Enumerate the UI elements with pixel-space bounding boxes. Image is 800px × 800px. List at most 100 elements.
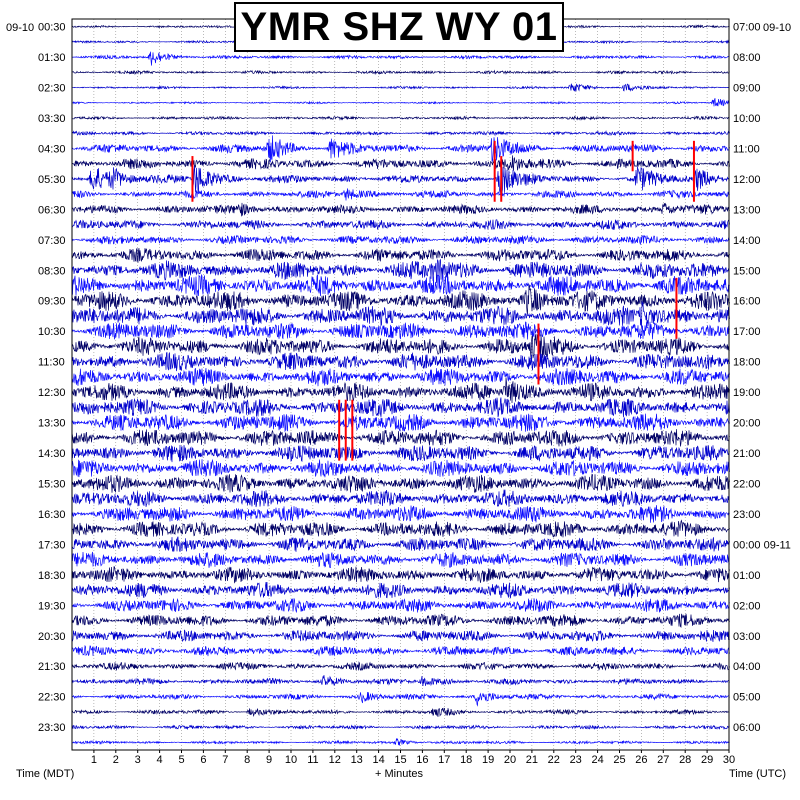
right-time-label: 16:00	[733, 296, 761, 308]
left-time-label: 05:30	[38, 174, 66, 186]
left-time-label: 11:30	[38, 357, 65, 369]
left-time-label: 00:30	[38, 22, 66, 34]
right-time-label: 18:00	[733, 357, 761, 369]
trace-row-6	[72, 115, 730, 121]
left-time-label: 20:30	[38, 631, 66, 643]
trace-row-7	[71, 130, 730, 137]
trace-row-9	[71, 155, 730, 171]
right-time-labels: 07:00 08:00 09:00 10:00 11:00 12:00 13:00 14:00…	[733, 22, 791, 735]
left-time-label: 21:30	[38, 661, 66, 673]
right-time-label: 04:00	[733, 661, 761, 673]
trace-row-26	[71, 413, 730, 433]
x-tick-label: 19	[482, 754, 494, 766]
left-time-label: 01:30	[38, 52, 66, 64]
right-time-label: 07:00	[733, 22, 761, 34]
right-time-label: 05:00	[733, 692, 761, 704]
trace-row-43	[71, 675, 730, 687]
trace-row-31	[71, 489, 730, 508]
trace-row-40	[71, 629, 730, 642]
x-tick-label: 29	[701, 754, 713, 766]
trace-row-44	[71, 691, 730, 707]
left-time-label: 09:30	[38, 296, 66, 308]
clip-layer	[191, 140, 695, 461]
x-tick-label: 20	[504, 754, 516, 766]
left-time-label: 10:30	[38, 326, 66, 338]
x-tick-label: 30	[723, 754, 735, 766]
left-time-labels: 00:30 01:30 02:30 03:30 04:30 05:30 06:30 07:30…	[38, 22, 66, 735]
x-tick-label: 8	[244, 754, 250, 766]
x-tick-label: 28	[679, 754, 691, 766]
left-time-label: 19:30	[38, 600, 66, 612]
right-axis-title: Time (UTC)	[729, 768, 787, 780]
trace-row-14	[71, 234, 730, 246]
trace-row-3	[71, 69, 730, 76]
x-tick-label: 21	[526, 754, 538, 766]
trace-row-4	[71, 83, 730, 92]
trace-row-8	[71, 135, 730, 163]
trace-row-15	[71, 248, 730, 264]
x-tick-label: 7	[222, 754, 228, 766]
trace-row-34	[71, 536, 730, 553]
trace-row-37	[71, 581, 730, 599]
right-time-label: 03:00	[733, 631, 761, 643]
chart-title: YMR SHZ WY 01	[234, 2, 564, 52]
x-tick-label: 14	[372, 754, 384, 766]
left-time-label: 16:30	[38, 509, 66, 521]
x-tick-label: 17	[438, 754, 450, 766]
x-tick-label: 2	[113, 754, 119, 766]
x-tick-label: 13	[351, 754, 363, 766]
right-time-label: 15:00	[733, 265, 761, 277]
left-time-label: 18:30	[38, 570, 66, 582]
right-date-label: 09-10	[763, 22, 792, 34]
trace-row-20	[72, 321, 730, 340]
trace-row-38	[71, 597, 730, 614]
right-time-label: 14:00	[733, 235, 761, 247]
right-time-label: 08:00	[733, 52, 761, 64]
x-tick-label: 18	[460, 754, 472, 766]
x-tick-label: 6	[200, 754, 206, 766]
trace-row-36	[71, 566, 730, 584]
right-time-label: 21:00	[733, 448, 761, 460]
right-time-label: 20:00	[733, 418, 761, 430]
x-tick-label: 10	[285, 754, 297, 766]
left-time-label: 14:30	[38, 448, 66, 460]
left-time-label: 23:30	[38, 722, 66, 734]
right-time-label: 22:00	[733, 478, 761, 490]
left-time-label: 08:30	[38, 265, 66, 277]
trace-row-17	[71, 273, 730, 297]
x-tick-label: 11	[307, 754, 318, 766]
right-time-label: 13:00	[733, 204, 761, 216]
left-time-label: 17:30	[38, 539, 66, 551]
trace-row-5	[71, 98, 730, 107]
trace-row-24	[71, 377, 730, 404]
x-tick-label: 1	[91, 754, 97, 766]
left-time-label: 22:30	[38, 692, 66, 704]
trace-row-41	[71, 644, 730, 657]
trace-row-13	[71, 219, 730, 231]
trace-row-33	[71, 519, 730, 538]
left-time-label: 03:30	[38, 113, 66, 125]
right-time-label: 06:00	[733, 722, 761, 734]
left-time-label: 02:30	[38, 83, 66, 95]
right-time-label: 17:00	[733, 326, 761, 338]
x-tick-label: 27	[657, 754, 669, 766]
x-tick-label: 15	[394, 754, 406, 766]
left-time-label: 07:30	[38, 235, 66, 247]
x-tick-label: 5	[178, 754, 184, 766]
right-time-label: 09:00	[733, 83, 761, 95]
trace-row-16	[71, 258, 730, 283]
trace-row-30	[71, 473, 730, 493]
trace-row-19	[71, 301, 730, 328]
x-tick-label: 25	[613, 754, 625, 766]
left-date-label: 09-10	[6, 22, 35, 34]
trace-row-25	[71, 397, 730, 418]
trace-row-21	[71, 333, 730, 360]
trace-row-28	[71, 444, 730, 463]
right-time-label: 00:00 09-11	[733, 539, 791, 551]
trace-row-12	[71, 202, 730, 217]
right-time-label: 12:00	[733, 174, 761, 186]
trace-row-11	[71, 188, 730, 201]
x-tick-label: 4	[157, 754, 163, 766]
right-time-label: 01:00	[733, 570, 761, 582]
